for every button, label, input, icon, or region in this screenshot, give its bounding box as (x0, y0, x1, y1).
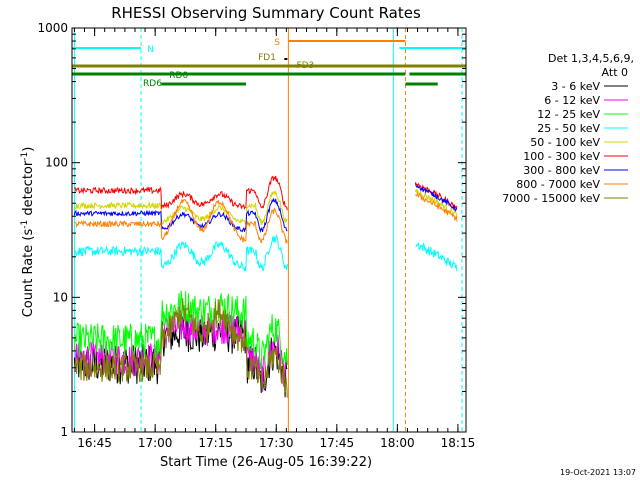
chart-title: RHESSI Observing Summary Count Rates (111, 4, 421, 22)
y-label-sup-1: -1 (20, 220, 30, 229)
series-line-7-segment-0 (74, 198, 288, 245)
series-line-6-segment-1 (415, 183, 457, 212)
legend-label-7: 800 - 7000 keV (516, 178, 600, 191)
flag-label-s: S (274, 38, 280, 48)
legend-label-4: 50 - 100 keV (530, 136, 600, 149)
series-line-4-segment-0 (74, 190, 288, 226)
legend-header-line-1: Det 1,3,4,5,6,9, (548, 52, 634, 65)
legend-label-3: 25 - 50 keV (537, 122, 600, 135)
legend-label-0: 3 - 6 keV (551, 80, 600, 93)
y-axis-label: Count Rate (s-1 detector-1) (20, 147, 36, 318)
legend-label-2: 12 - 25 keV (537, 108, 600, 121)
flag-label-n: N (147, 45, 154, 55)
legend-label-8: 7000 - 15000 keV (502, 192, 600, 205)
y-tick-label: 100 (45, 156, 68, 170)
x-tick-label: 17:30 (259, 436, 294, 450)
series-line-7-segment-1 (415, 191, 458, 222)
flag-label-fd3: FD3 (296, 61, 314, 71)
x-tick-label: 18:00 (380, 436, 415, 450)
plot-area: S N FD1 FD3 RD0 RD6 (72, 28, 466, 432)
flag-label-rd6: RD6 (143, 79, 162, 89)
legend-label-5: 100 - 300 keV (523, 150, 600, 163)
x-axis-label: Start Time (26-Aug-05 16:39:22) (160, 455, 372, 470)
axis-ticks: 1000 100 10 1 16:45 17:00 17:15 17:30 17:45 18:00… (37, 21, 475, 450)
series-line-2-segment-0 (73, 290, 288, 370)
y-label-part-2: detector (21, 160, 36, 220)
x-tick-label: 18:15 (441, 436, 476, 450)
series-line-6-segment-0 (73, 198, 288, 234)
y-label-sup-2: -1 (20, 152, 30, 161)
flag-label-rd0: RD0 (169, 71, 188, 81)
legend-header-line-2: Att 0 (602, 66, 628, 79)
x-tick-label: 17:00 (138, 436, 173, 450)
x-tick-label: 17:45 (320, 436, 355, 450)
series-line-3-segment-0 (74, 234, 288, 273)
series-line-8-segment-0 (74, 298, 288, 398)
legend-label-6: 300 - 800 keV (523, 164, 600, 177)
y-tick-label: 1000 (37, 21, 68, 35)
flag-label-fd1: FD1 (258, 53, 276, 63)
x-tick-label: 17:15 (198, 436, 233, 450)
flag-marker (284, 58, 288, 60)
x-tick-label: 16:45 (77, 436, 112, 450)
plot-frame (71, 27, 467, 433)
generation-timestamp: 19-Oct-2021 13:07 (560, 468, 636, 477)
y-label-part-1: Count Rate (s (21, 229, 36, 318)
y-label-part-3: ) (21, 147, 36, 152)
series-line-3-segment-1 (415, 241, 458, 272)
y-tick-label: 10 (53, 290, 68, 304)
series-line-5-segment-0 (74, 175, 288, 211)
legend-label-1: 6 - 12 keV (544, 94, 600, 107)
y-tick-label: 1 (60, 425, 68, 439)
